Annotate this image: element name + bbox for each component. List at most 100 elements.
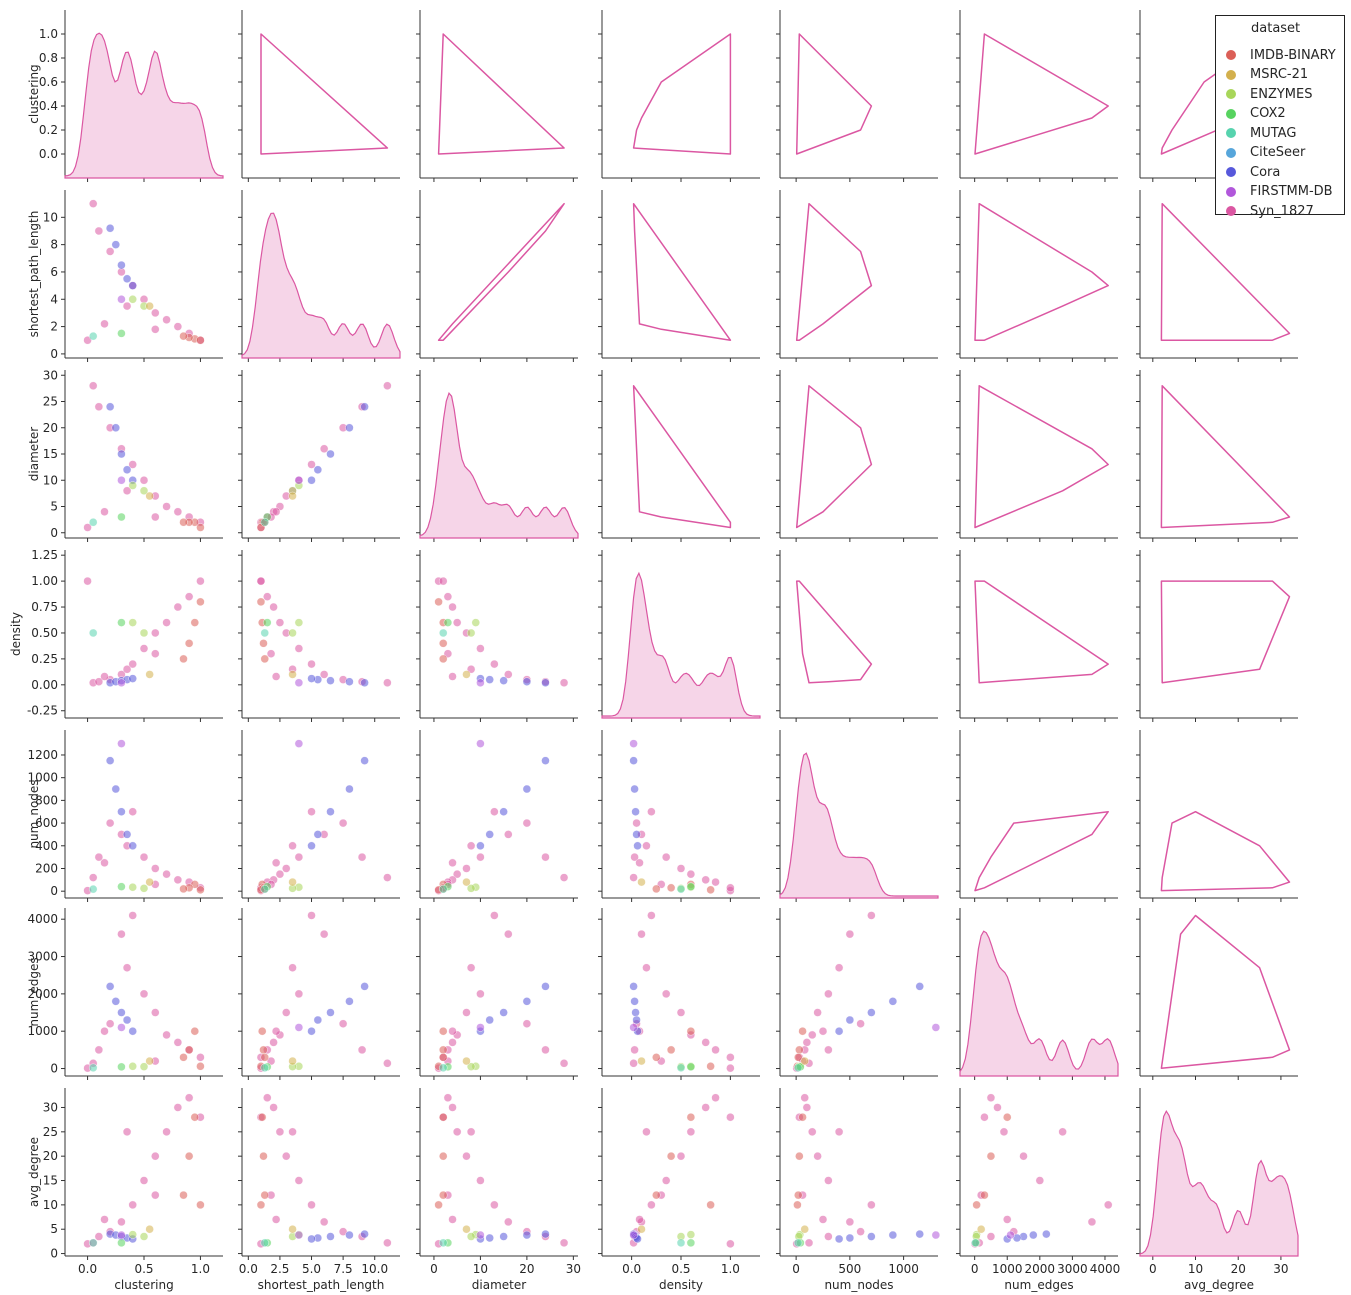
legend-entry: CiteSeer bbox=[1226, 144, 1305, 162]
scatter-point-Cora bbox=[631, 1008, 640, 1017]
y-tick-label: 5 bbox=[50, 1222, 58, 1236]
scatter-point-Cora bbox=[629, 756, 638, 765]
scatter-point-Syn_1827 bbox=[122, 963, 132, 972]
scatter-point-IMDB-BINARY bbox=[179, 331, 188, 341]
scatter-point-Syn_1827 bbox=[504, 1217, 513, 1227]
scatter-point-MUTAG bbox=[439, 1063, 448, 1072]
scatter-point-Syn_1827 bbox=[824, 1232, 833, 1241]
scatter-point-Cora bbox=[307, 1026, 316, 1036]
scatter-point-Cora bbox=[360, 402, 369, 411]
scatter-point-IMDB-BINARY bbox=[190, 1026, 199, 1036]
kde-curve-Syn_1827 bbox=[601, 571, 761, 719]
scatter-point-IMDB-BINARY bbox=[706, 885, 715, 895]
scatter-point-IMDB-BINARY bbox=[439, 1026, 448, 1036]
kde-contour-Syn_1827 bbox=[795, 202, 873, 341]
scatter-point-FIRSTMM-DB bbox=[629, 1023, 638, 1032]
scatter-point-Syn_1827 bbox=[288, 963, 297, 972]
scatter-point-Cora bbox=[105, 756, 115, 765]
legend-title: dataset bbox=[1251, 21, 1301, 36]
scatter-point-Syn_1827 bbox=[173, 1038, 183, 1047]
scatter-point-FIRSTMM-DB bbox=[117, 678, 126, 687]
scatter-point-Syn_1827 bbox=[319, 444, 329, 453]
y-tick-label: 0 bbox=[50, 526, 58, 540]
scatter-point-Syn_1827 bbox=[476, 644, 485, 653]
scatter-point-IMDB-BINARY bbox=[793, 1200, 802, 1210]
scatter-point-IMDB-BINARY bbox=[794, 1190, 803, 1200]
scatter-point-Syn_1827 bbox=[357, 1045, 367, 1055]
x-tick-label: 1.0 bbox=[191, 1262, 210, 1276]
scatter-point-MUTAG bbox=[89, 1238, 98, 1248]
kde-contour-Syn_1827 bbox=[632, 33, 732, 155]
scatter-point-Syn_1827 bbox=[100, 858, 109, 868]
scatter-point-ENZYMES bbox=[139, 884, 149, 893]
panel-density-vs-density bbox=[598, 550, 761, 722]
y-tick-label: 1.25 bbox=[31, 548, 58, 562]
y-tick-label: 2000 bbox=[27, 987, 58, 1001]
scatter-point-IMDB-BINARY bbox=[439, 1190, 448, 1200]
scatter-point-IMDB-BINARY bbox=[184, 1151, 194, 1161]
scatter-point-Syn_1827 bbox=[635, 1215, 644, 1224]
scatter-point-Syn_1827 bbox=[686, 1127, 696, 1137]
scatter-point-IMDB-BINARY bbox=[972, 1200, 981, 1210]
scatter-point-Syn_1827 bbox=[726, 1053, 735, 1062]
scatter-point-Syn_1827 bbox=[89, 381, 98, 390]
scatter-point-Syn_1827 bbox=[448, 602, 457, 612]
scatter-point-COX2 bbox=[117, 1238, 126, 1248]
scatter-point-MUTAG bbox=[793, 1238, 803, 1248]
scatter-point-IMDB-BINARY bbox=[652, 884, 661, 894]
x-tick-label: 0 bbox=[971, 1262, 979, 1276]
kde-contour-Syn_1827 bbox=[632, 202, 732, 341]
scatter-point-Syn_1827 bbox=[448, 1103, 457, 1112]
y-tick-label: 20 bbox=[43, 1149, 58, 1163]
scatter-point-Syn_1827 bbox=[128, 911, 137, 920]
scatter-point-MUTAG bbox=[89, 1063, 98, 1072]
scatter-point-Syn_1827 bbox=[504, 670, 513, 679]
scatter-point-FIRSTMM-DB bbox=[931, 1230, 941, 1240]
kde-curve-Syn_1827 bbox=[64, 32, 224, 179]
scatter-point-Syn_1827 bbox=[122, 1127, 132, 1137]
y-tick-label: 0.4 bbox=[39, 99, 58, 113]
scatter-point-Syn_1827 bbox=[139, 1176, 149, 1185]
scatter-point-MUTAG bbox=[439, 1238, 448, 1248]
scatter-point-Syn_1827 bbox=[94, 677, 104, 686]
scatter-point-Cora bbox=[630, 784, 639, 794]
scatter-point-ENZYMES bbox=[139, 1062, 149, 1071]
scatter-point-Cora bbox=[522, 997, 532, 1006]
scatter-point-Syn_1827 bbox=[867, 1200, 876, 1210]
scatter-point-Syn_1827 bbox=[642, 1127, 651, 1137]
scatter-point-Syn_1827 bbox=[802, 1103, 812, 1112]
scatter-point-COX2 bbox=[117, 618, 126, 627]
scatter-point-FIRSTMM-DB bbox=[294, 1023, 304, 1032]
scatter-point-Syn_1827 bbox=[173, 602, 183, 612]
scatter-point-Cora bbox=[105, 982, 115, 991]
scatter-point-Cora bbox=[499, 1232, 508, 1241]
panel-num_nodes-vs-avg_degree bbox=[1136, 730, 1298, 902]
scatter-point-ENZYMES bbox=[128, 481, 137, 490]
scatter-point-MSRC-21 bbox=[288, 1225, 297, 1234]
panel-diameter-vs-clustering: 0 5 10 15 20 25 30 diameter bbox=[27, 368, 223, 542]
scatter-point-IMDB-BINARY bbox=[706, 1062, 715, 1071]
panel-avg_degree-vs-num_edges: 0 1000 2000 3000 4000 num_edges bbox=[956, 1088, 1120, 1292]
kde-contour-Syn_1827 bbox=[974, 580, 1109, 684]
x-tick-label: 3000 bbox=[1057, 1262, 1088, 1276]
y-tick-label: 0 bbox=[50, 1247, 58, 1261]
scatter-point-IMDB-BINARY bbox=[980, 1190, 989, 1200]
scatter-point-FIRSTMM-DB bbox=[117, 295, 126, 304]
scatter-point-Syn_1827 bbox=[266, 649, 276, 658]
scatter-point-Syn_1827 bbox=[845, 1217, 855, 1227]
scatter-point-Syn_1827 bbox=[271, 1215, 281, 1224]
panel-num_edges-vs-num_edges bbox=[956, 908, 1119, 1080]
scatter-point-Syn_1827 bbox=[726, 1063, 735, 1073]
scatter-point-Syn_1827 bbox=[383, 873, 392, 882]
scatter-point-ENZYMES bbox=[128, 295, 137, 304]
scatter-point-Syn_1827 bbox=[89, 873, 98, 882]
legend-entry: COX2 bbox=[1226, 105, 1286, 123]
scatter-point-Syn_1827 bbox=[711, 877, 720, 887]
scatter-point-IMDB-BINARY bbox=[434, 1200, 443, 1210]
scatter-point-Syn_1827 bbox=[319, 929, 329, 939]
kde-contour-Syn_1827 bbox=[795, 385, 873, 529]
scatter-point-Syn_1827 bbox=[128, 659, 137, 669]
scatter-point-Syn_1827 bbox=[448, 672, 457, 681]
x-tick-label: 0 bbox=[792, 1262, 800, 1276]
panel-diameter-vs-num_nodes bbox=[776, 370, 938, 542]
